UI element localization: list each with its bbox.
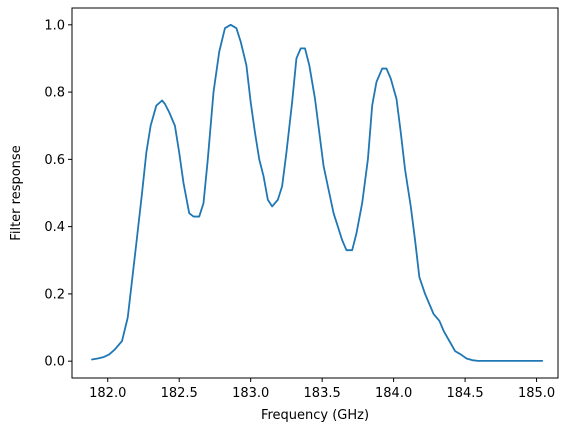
y-tick-label: 0.0 (44, 355, 65, 370)
x-tick-label: 185.0 (518, 386, 555, 401)
x-axis: 182.0 182.5 183.0 183.5 184.0 184.5 185.0 (89, 378, 555, 401)
y-tick-label: 0.8 (44, 86, 65, 101)
x-tick-label: 183.0 (232, 386, 269, 401)
y-axis: 0.0 0.2 0.4 0.6 0.8 1.0 (44, 18, 72, 370)
series-layer (91, 23, 544, 362)
x-tick-label: 184.0 (375, 386, 412, 401)
x-axis-label: Frequency (GHz) (261, 408, 369, 423)
y-tick-label: 0.2 (44, 287, 65, 302)
y-tick-label: 0.4 (44, 220, 65, 235)
x-tick-label: 182.0 (89, 386, 126, 401)
x-tick-label: 182.5 (161, 386, 198, 401)
y-tick-label: 1.0 (44, 18, 65, 33)
plot-background (72, 8, 558, 378)
x-tick-label: 184.5 (446, 386, 483, 401)
y-tick-label: 0.6 (44, 153, 65, 168)
series-line (91, 23, 544, 362)
plot-frame (71, 7, 559, 379)
x-tick-label: 183.5 (304, 386, 341, 401)
y-axis-label: Filter response (9, 145, 24, 240)
